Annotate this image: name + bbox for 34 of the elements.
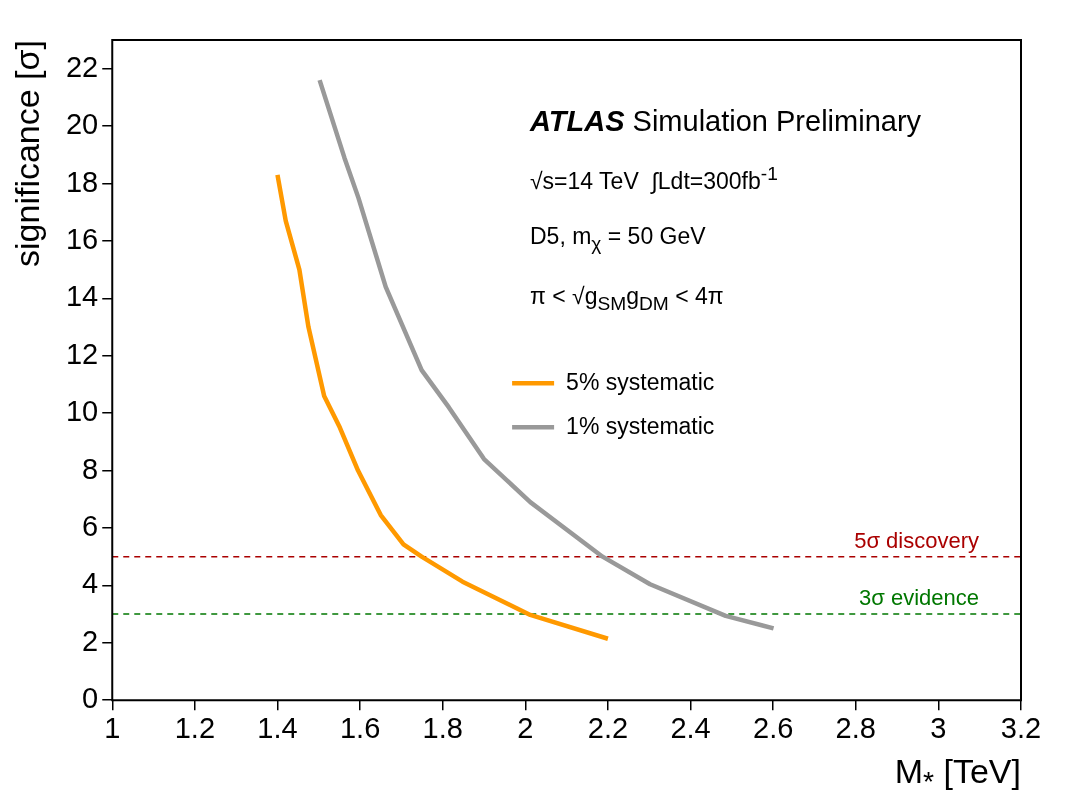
legend-label: 5% systematic: [566, 368, 715, 395]
x-tick-label: 2.4: [670, 711, 711, 744]
y-tick-label: 6: [82, 509, 99, 542]
annotation: ATLAS Simulation Preliminary: [530, 105, 922, 137]
y-tick-label: 10: [65, 395, 99, 428]
annotation: √s=14 TeV ∫Ldt=300fb$^{-1}$: [530, 163, 779, 196]
x-tick-label: 1: [104, 711, 121, 744]
y-tick-label: 8: [82, 452, 99, 485]
annotation: D5, m$_{χ}$ = 50 GeV: [530, 223, 707, 256]
y-tick-label: 12: [65, 337, 99, 370]
x-tick-label: 2.6: [753, 711, 794, 744]
annotation: π < √g$_{SM}$g$_{DM}$ < 4π: [530, 283, 725, 316]
x-tick-label: 2.8: [835, 711, 876, 744]
legend-label: 1% systematic: [566, 412, 715, 439]
x-axis-title: M$_{*}$ [TeV]: [894, 752, 1021, 798]
x-tick-label: 2.2: [587, 711, 629, 744]
x-tick-label: 1.2: [174, 711, 216, 744]
ref-line-label: 3σ evidence: [859, 585, 979, 611]
x-tick-label: 3.2: [1000, 711, 1042, 744]
y-tick-label: 0: [82, 682, 99, 715]
y-tick-label: 20: [65, 108, 99, 141]
y-tick-label: 2: [82, 624, 99, 657]
y-tick-label: 14: [65, 280, 99, 313]
x-tick-label: 1.8: [422, 711, 463, 744]
x-tick-label: 1.6: [339, 711, 381, 744]
y-axis-title: significance [σ]: [8, 40, 47, 267]
y-tick-label: 22: [65, 50, 99, 83]
x-tick-label: 1.4: [257, 711, 298, 744]
y-tick-label: 18: [65, 165, 99, 198]
x-tick-label: 2: [517, 711, 534, 744]
y-tick-label: 4: [82, 567, 99, 600]
ref-line-label: 5σ discovery: [854, 527, 979, 553]
y-tick-label: 16: [65, 222, 99, 255]
x-tick-label: 3: [930, 711, 947, 744]
